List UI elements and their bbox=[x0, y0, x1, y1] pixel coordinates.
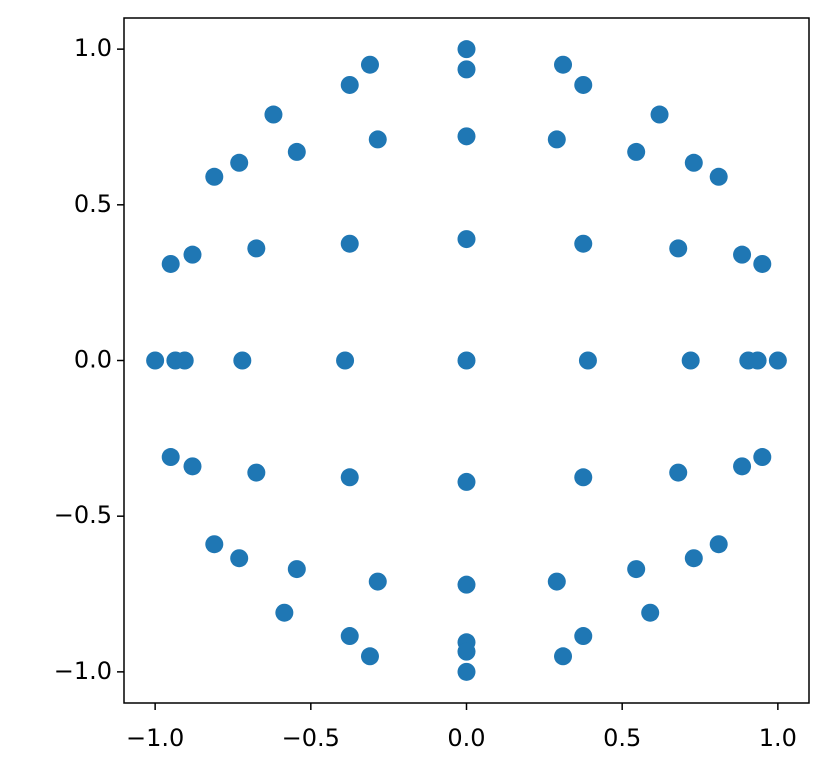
point bbox=[264, 105, 283, 124]
point bbox=[681, 351, 700, 370]
point bbox=[684, 549, 703, 568]
point bbox=[247, 239, 266, 258]
y-tick-label: −1.0 bbox=[54, 657, 112, 685]
point bbox=[733, 457, 752, 476]
point bbox=[457, 230, 476, 249]
point bbox=[287, 560, 306, 579]
point bbox=[547, 130, 566, 149]
point bbox=[336, 351, 355, 370]
point bbox=[627, 560, 646, 579]
point bbox=[233, 351, 252, 370]
point bbox=[205, 535, 224, 554]
point bbox=[175, 351, 194, 370]
point bbox=[574, 468, 593, 487]
point bbox=[340, 75, 359, 94]
point bbox=[457, 127, 476, 146]
point bbox=[641, 603, 660, 622]
point bbox=[669, 463, 688, 482]
point bbox=[733, 245, 752, 264]
point bbox=[627, 142, 646, 161]
point bbox=[205, 167, 224, 186]
y-tick-label: 1.0 bbox=[74, 34, 112, 62]
point bbox=[457, 351, 476, 370]
point bbox=[287, 142, 306, 161]
point bbox=[340, 234, 359, 253]
point bbox=[275, 603, 294, 622]
x-tick-label: −0.5 bbox=[282, 724, 340, 752]
point bbox=[230, 153, 249, 172]
point bbox=[457, 662, 476, 681]
point bbox=[457, 642, 476, 661]
x-tick-label: 0.5 bbox=[603, 724, 641, 752]
point bbox=[574, 75, 593, 94]
point bbox=[457, 575, 476, 594]
point bbox=[457, 60, 476, 79]
point bbox=[574, 627, 593, 646]
y-tick-label: 0.0 bbox=[74, 346, 112, 374]
point bbox=[650, 105, 669, 124]
point bbox=[669, 239, 688, 258]
x-tick-label: 0.0 bbox=[447, 724, 485, 752]
point bbox=[574, 234, 593, 253]
point bbox=[340, 627, 359, 646]
point bbox=[554, 647, 573, 666]
x-tick-label: 1.0 bbox=[759, 724, 797, 752]
point bbox=[753, 448, 772, 467]
point bbox=[457, 40, 476, 59]
point bbox=[183, 245, 202, 264]
point bbox=[457, 472, 476, 491]
point bbox=[748, 351, 767, 370]
point bbox=[360, 55, 379, 74]
point bbox=[547, 572, 566, 591]
point bbox=[360, 647, 379, 666]
point bbox=[554, 55, 573, 74]
y-tick-label: −0.5 bbox=[54, 501, 112, 529]
x-tick-label: −1.0 bbox=[126, 724, 184, 752]
point bbox=[146, 351, 165, 370]
point bbox=[183, 457, 202, 476]
point bbox=[247, 463, 266, 482]
y-tick-label: 0.5 bbox=[74, 190, 112, 218]
point bbox=[753, 254, 772, 273]
point bbox=[768, 351, 787, 370]
point bbox=[368, 130, 387, 149]
point bbox=[161, 254, 180, 273]
point bbox=[230, 549, 249, 568]
point bbox=[709, 167, 728, 186]
point bbox=[709, 535, 728, 554]
point bbox=[684, 153, 703, 172]
point bbox=[578, 351, 597, 370]
point bbox=[161, 448, 180, 467]
point bbox=[368, 572, 387, 591]
point bbox=[340, 468, 359, 487]
